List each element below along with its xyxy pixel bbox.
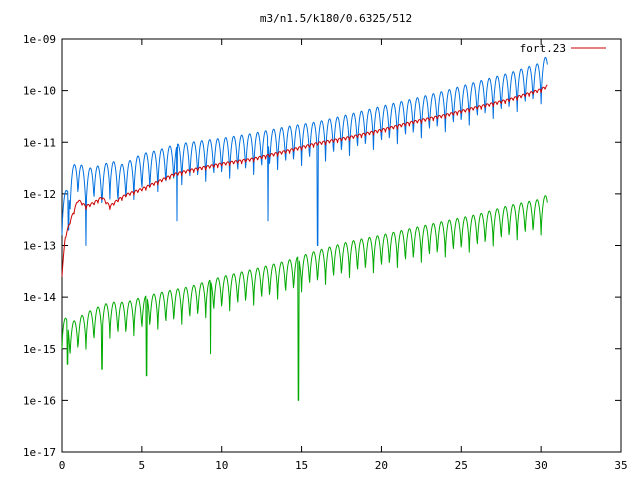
x-tick-label: 15 xyxy=(295,459,308,472)
y-tick-label: 1e-15 xyxy=(23,343,56,356)
x-tick-label: 5 xyxy=(139,459,146,472)
y-tick-label: 1e-13 xyxy=(23,240,56,253)
y-tick-label: 1e-10 xyxy=(23,85,56,98)
x-tick-label: 25 xyxy=(455,459,468,472)
y-tick-label: 1e-09 xyxy=(23,33,56,46)
y-tick-label: 1e-12 xyxy=(23,188,56,201)
x-tick-label: 20 xyxy=(375,459,388,472)
y-tick-label: 1e-11 xyxy=(23,136,56,149)
x-axis: 0 5 10 15 20 25 30 35 xyxy=(59,39,628,472)
y-tick-label: 1e-17 xyxy=(23,446,56,459)
series-layer xyxy=(61,56,548,401)
legend: fort.23 xyxy=(520,42,606,55)
x-tick-label: 10 xyxy=(215,459,228,472)
series-line-1 xyxy=(61,84,548,277)
y-tick-label: 1e-16 xyxy=(23,394,56,407)
chart-title: m3/n1.5/k180/0.6325/512 xyxy=(260,12,412,25)
x-tick-label: 30 xyxy=(535,459,548,472)
legend-label: fort.23 xyxy=(520,42,566,55)
plot-frame xyxy=(61,38,622,453)
x-tick-label: 35 xyxy=(614,459,627,472)
series-line-0 xyxy=(61,56,548,246)
x-tick-label: 0 xyxy=(59,459,66,472)
series-line-2 xyxy=(61,195,548,401)
y-axis: 1e-17 1e-16 1e-15 1e-14 1e-13 1e-12 1e-11 1e-10… xyxy=(23,33,621,459)
y-tick-label: 1e-14 xyxy=(23,291,56,304)
